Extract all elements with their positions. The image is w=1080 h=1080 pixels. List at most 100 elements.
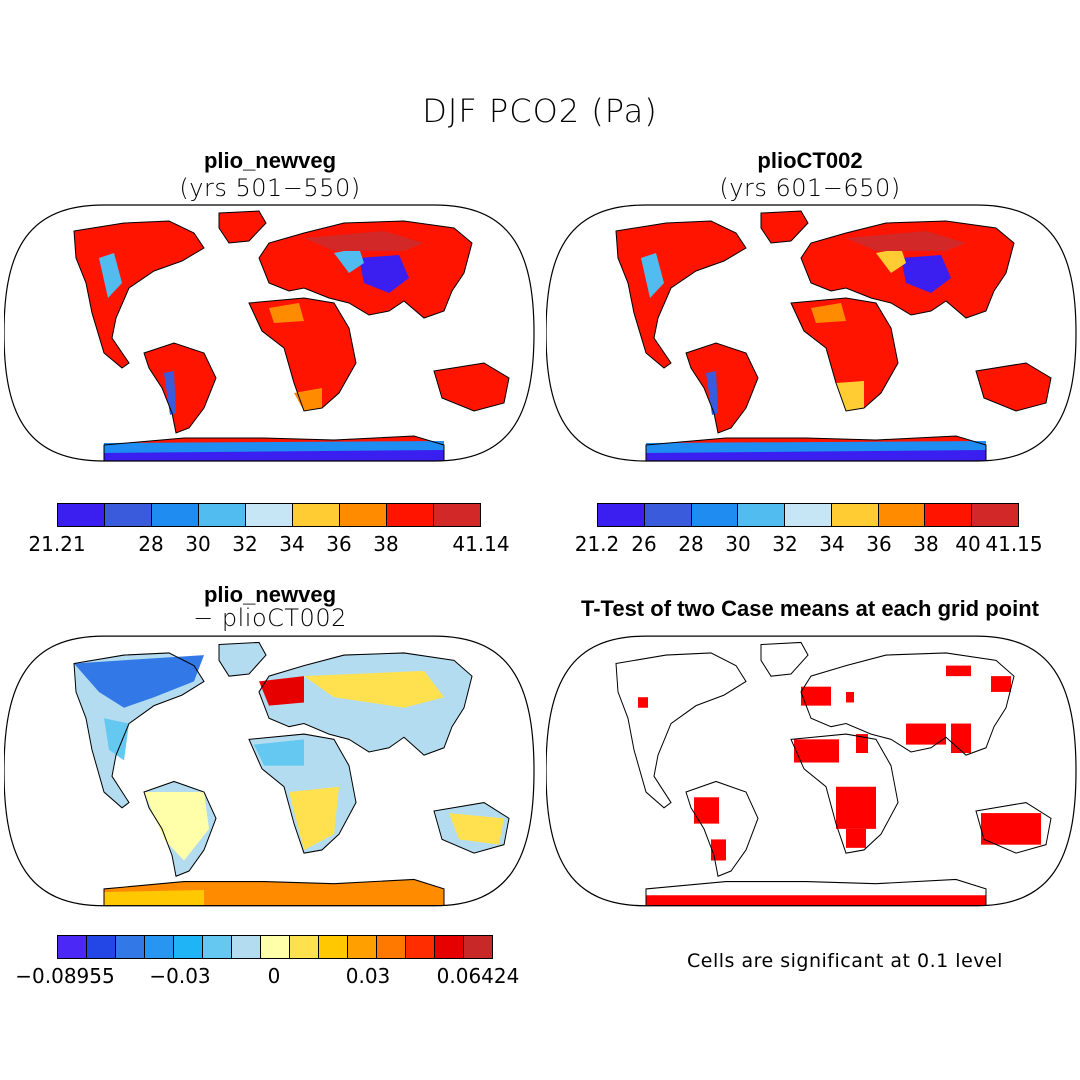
- cb3-tick-3: 0.03: [345, 964, 391, 988]
- panel1-map-border: [4, 204, 535, 462]
- cb2-tick-0: 21.2: [574, 532, 620, 556]
- cb2-tick-3: 30: [725, 532, 751, 556]
- cb3-swatch-9: [319, 936, 348, 958]
- cb1-swatch-5: [293, 504, 340, 526]
- cb2-tick-1: 26: [631, 532, 657, 556]
- cb3-tick-1: −0.03: [149, 964, 211, 988]
- sahara-neg: [254, 739, 304, 766]
- panel3-map-border: [4, 635, 535, 907]
- sahara-mid: [269, 303, 304, 323]
- central-asia-mid: [876, 248, 906, 273]
- cb1-swatch-1: [105, 504, 152, 526]
- cb3-swatch-3: [145, 936, 174, 958]
- rockies-low: [641, 253, 664, 298]
- panel1-title: plio_newveg: [203, 148, 337, 173]
- cb2-swatch-8: [972, 504, 1019, 526]
- significant-cells: [638, 665, 1041, 906]
- central-asia-low: [334, 248, 364, 273]
- figure-title: DJF PCO2 (Pa): [422, 92, 658, 130]
- andes-low: [164, 371, 176, 415]
- cb1-tick-3: 32: [232, 532, 258, 556]
- cb2-swatch-0: [598, 504, 645, 526]
- cb2-swatch-7: [925, 504, 973, 526]
- panel4-title: T-Test of two Case means at each grid po…: [580, 596, 1039, 621]
- cb1-swatch-6: [340, 504, 387, 526]
- cb2-tick-6: 36: [866, 532, 892, 556]
- cb3-swatch-13: [435, 936, 464, 958]
- cb3-swatch-5: [203, 936, 232, 958]
- colorbar-2: [597, 503, 1019, 527]
- tibet-low: [901, 255, 951, 293]
- s-america-pos: [144, 792, 209, 861]
- panel2-title: plioCT002: [757, 148, 863, 173]
- colorbar-1: [57, 503, 481, 527]
- antarctica-west: [104, 889, 204, 906]
- antarctica-coast: [104, 441, 444, 453]
- cb3-tick-2: 0: [267, 964, 281, 988]
- panel3-subtitle: − plioCT002: [193, 604, 347, 632]
- cb2-tick-4: 32: [772, 532, 798, 556]
- cb1-swatch-3: [199, 504, 246, 526]
- cb1-swatch-8: [434, 504, 480, 526]
- cb2-tick-8: 40: [955, 532, 981, 556]
- cb2-tick-7: 38: [913, 532, 939, 556]
- significance-note: Cells are significant at 0.1 level: [687, 950, 1003, 972]
- panel3-title: plio_newveg: [203, 582, 337, 607]
- antarctica-coast: [646, 441, 986, 453]
- cb1-tick-6: 38: [373, 532, 399, 556]
- cb1-swatch-4: [246, 504, 293, 526]
- colorbar-3: [57, 935, 493, 959]
- cb3-tick-4: 0.06424: [436, 964, 520, 988]
- cb1-swatch-7: [387, 504, 434, 526]
- cb1-swatch-2: [152, 504, 199, 526]
- panel2-map: [546, 204, 1077, 462]
- cb3-swatch-12: [406, 936, 435, 958]
- cb1-tick-7: 41.14: [452, 532, 510, 556]
- cb2-swatch-6: [878, 504, 926, 526]
- panel4-map: [546, 635, 1077, 907]
- cb2-tick-2: 28: [678, 532, 704, 556]
- cb3-swatch-1: [87, 936, 116, 958]
- panel2-map-border: [546, 204, 1077, 462]
- panel2-subtitle: (yrs 601−650): [719, 174, 901, 202]
- cb2-tick-5: 34: [819, 532, 845, 556]
- cb2-swatch-2: [691, 504, 739, 526]
- aus-pos: [449, 813, 504, 845]
- cb3-swatch-14: [464, 936, 492, 958]
- europe-pos: [259, 676, 304, 706]
- cb2-swatch-1: [644, 504, 692, 526]
- panel3-map: [4, 635, 535, 907]
- cb3-swatch-6: [232, 936, 261, 958]
- cb2-swatch-5: [831, 504, 879, 526]
- cb3-swatch-4: [174, 936, 203, 958]
- cb3-swatch-0: [58, 936, 87, 958]
- s-africa-mid: [294, 388, 322, 411]
- cb1-tick-2: 30: [185, 532, 211, 556]
- s-africa-mid: [836, 381, 864, 411]
- panel1-map: [4, 204, 535, 462]
- siberia-high: [846, 231, 966, 251]
- cb3-swatch-10: [348, 936, 377, 958]
- us-west: [104, 718, 129, 761]
- cb2-swatch-4: [785, 504, 832, 526]
- cb2-swatch-3: [738, 504, 786, 526]
- cb3-swatch-8: [290, 936, 319, 958]
- cb1-tick-1: 28: [138, 532, 164, 556]
- cb1-tick-4: 34: [279, 532, 305, 556]
- cb1-swatch-0: [58, 504, 105, 526]
- sahara-mid: [811, 303, 846, 323]
- cb1-tick-0: 21.21: [28, 532, 86, 556]
- cb3-swatch-11: [377, 936, 406, 958]
- siberia-high: [304, 231, 424, 251]
- asia-pos: [304, 670, 444, 708]
- panel4-map-border: [546, 635, 1077, 907]
- cb3-swatch-2: [116, 936, 145, 958]
- africa-pos: [289, 786, 339, 850]
- andes-low: [706, 371, 718, 415]
- cb1-tick-5: 36: [326, 532, 352, 556]
- cb2-tick-9: 41.15: [985, 532, 1043, 556]
- rockies-low: [99, 253, 122, 298]
- north-america-negative: [74, 655, 204, 708]
- cb3-tick-0: −0.08955: [15, 964, 115, 988]
- tibet-low: [359, 255, 409, 293]
